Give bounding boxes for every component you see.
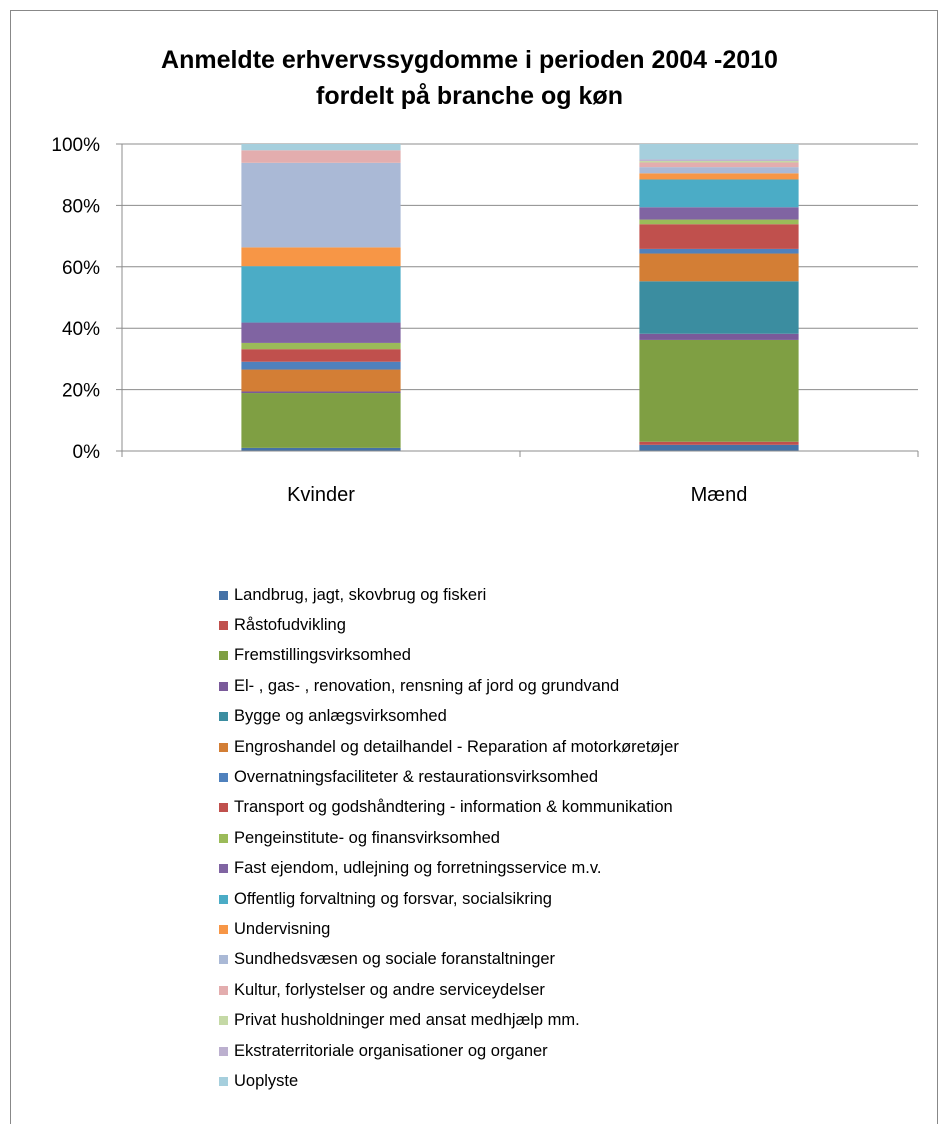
legend-swatch: [219, 864, 228, 874]
legend-swatch: [219, 803, 228, 813]
chart-title-line-1: Anmeldte erhvervssygdomme i perioden 200…: [161, 46, 778, 74]
legend-label: Transport og godshåndtering - informatio…: [234, 798, 673, 817]
bar-segment: [241, 162, 401, 248]
y-tick-label: 60%: [62, 258, 100, 279]
legend-label: Privat husholdninger med ansat medhjælp …: [234, 1011, 580, 1030]
legend-swatch: [219, 621, 228, 631]
bar-segment: [241, 447, 401, 451]
x-tick-label: Kvinder: [287, 484, 355, 506]
bar-segment: [639, 173, 799, 180]
legend-item: Sundhedsvæsen og sociale foranstaltninge…: [219, 945, 679, 975]
bar-segment: [639, 179, 799, 208]
bar-segment: [639, 167, 799, 174]
bar-segment: [639, 162, 799, 168]
bar-segment: [639, 224, 799, 249]
legend-swatch: [219, 1046, 228, 1056]
x-tick-labels: Kvinder Mænd: [287, 484, 747, 506]
bar-segment: [241, 266, 401, 323]
legend-item: Ekstraterritoriale organisationer og org…: [219, 1036, 679, 1066]
legend-label: Overnatningsfaciliteter & restaurationsv…: [234, 768, 599, 787]
legend-item: Kultur, forlystelser og andre serviceyde…: [219, 975, 679, 1005]
bar-segment: [241, 369, 401, 392]
y-tick-label: 100%: [51, 135, 100, 156]
legend-swatch: [219, 742, 228, 752]
legend-label: Uoplyste: [234, 1071, 299, 1090]
legend-item: El- , gas- , renovation, rensning af jor…: [219, 671, 679, 701]
bar-segment: [241, 247, 401, 267]
y-tick-label: 0%: [73, 442, 101, 463]
bar-segment: [639, 444, 799, 451]
legend-item: Engroshandel og detailhandel - Reparatio…: [219, 732, 679, 762]
bar-segment: [639, 281, 799, 334]
bar-segment: [639, 333, 799, 340]
bar-segment: [639, 219, 799, 225]
legend-item: Bygge og anlægsvirksomhed: [219, 702, 679, 732]
bar-segment: [639, 144, 799, 160]
bar-segment: [241, 391, 401, 394]
legend: Landbrug, jagt, skovbrug og fiskeri Råsto…: [219, 580, 679, 1097]
legend-item: Transport og godshåndtering - informatio…: [219, 793, 679, 823]
legend-swatch: [219, 712, 228, 722]
legend-item: Fast ejendom, udlejning og forretningsse…: [219, 854, 679, 884]
legend-item: Råstofudvikling: [219, 610, 679, 640]
bar-segment: [639, 339, 799, 442]
bar-segment: [639, 159, 799, 161]
legend-item: Fremstillingsvirksomhed: [219, 641, 679, 671]
y-tick-label: 40%: [62, 319, 100, 340]
legend-item: Uoplyste: [219, 1066, 679, 1096]
bar-segment: [241, 322, 401, 343]
bars: [241, 144, 799, 451]
legend-swatch: [219, 985, 228, 995]
legend-item: Landbrug, jagt, skovbrug og fiskeri: [219, 580, 679, 610]
chart-title: Anmeldte erhvervssygdomme i perioden 200…: [0, 42, 939, 114]
legend-label: Råstofudvikling: [234, 616, 346, 635]
legend-label: Fremstillingsvirksomhed: [234, 646, 411, 665]
legend-label: Ekstraterritoriale organisationer og org…: [234, 1041, 548, 1060]
bar-segment: [241, 361, 401, 370]
legend-swatch: [219, 924, 228, 934]
legend-label: Kultur, forlystelser og andre serviceyde…: [234, 980, 545, 999]
legend-item: Offentlig forvaltning og forsvar, social…: [219, 884, 679, 914]
legend-item: Undervisning: [219, 914, 679, 944]
legend-label: Undervisning: [234, 919, 331, 938]
legend-swatch: [219, 833, 228, 843]
legend-swatch: [219, 590, 228, 600]
y-tick-labels: 0% 20% 40% 60% 80% 100%: [51, 135, 100, 463]
bar-segment: [241, 342, 401, 350]
bar-segment: [241, 144, 401, 151]
legend-swatch: [219, 773, 228, 783]
bar-segment: [639, 248, 799, 254]
legend-swatch: [219, 681, 228, 691]
legend-swatch: [219, 651, 228, 661]
legend-swatch: [219, 1076, 228, 1086]
y-tick-label: 20%: [62, 381, 100, 402]
bar-segment: [639, 441, 799, 445]
legend-label: El- , gas- , renovation, rensning af jor…: [234, 676, 620, 695]
legend-swatch: [219, 1016, 228, 1026]
legend-label: Bygge og anlægsvirksomhed: [234, 707, 447, 726]
bar-segment: [241, 150, 401, 163]
legend-swatch: [219, 894, 228, 904]
bar-segment: [241, 349, 401, 362]
bar-segment: [639, 253, 799, 282]
legend-label: Sundhedsvæsen og sociale foranstaltninge…: [234, 950, 556, 969]
legend-item: Overnatningsfaciliteter & restaurationsv…: [219, 762, 679, 792]
legend-label: Fast ejendom, udlejning og forretningsse…: [234, 859, 602, 878]
bar-segment: [639, 160, 799, 163]
chart-frame: [10, 10, 938, 1124]
x-tick-label: Mænd: [691, 484, 748, 506]
bar-segment: [639, 207, 799, 220]
legend-label: Engroshandel og detailhandel - Reparatio…: [234, 737, 679, 756]
legend-label: Offentlig forvaltning og forsvar, social…: [234, 889, 552, 908]
bar-segment: [241, 393, 401, 448]
chart-plot: 0% 20% 40% 60% 80% 100% Kvinder Mænd: [51, 135, 919, 506]
legend-label: Pengeinstitute- og finansvirksomhed: [234, 828, 500, 847]
axes: [116, 143, 919, 457]
legend-item: Pengeinstitute- og finansvirksomhed: [219, 823, 679, 853]
legend-swatch: [219, 955, 228, 965]
legend-item: Privat husholdninger med ansat medhjælp …: [219, 1005, 679, 1035]
y-tick-label: 80%: [62, 196, 100, 217]
chart-title-line-2: fordelt på branche og køn: [316, 82, 623, 110]
legend-label: Landbrug, jagt, skovbrug og fiskeri: [234, 585, 487, 604]
